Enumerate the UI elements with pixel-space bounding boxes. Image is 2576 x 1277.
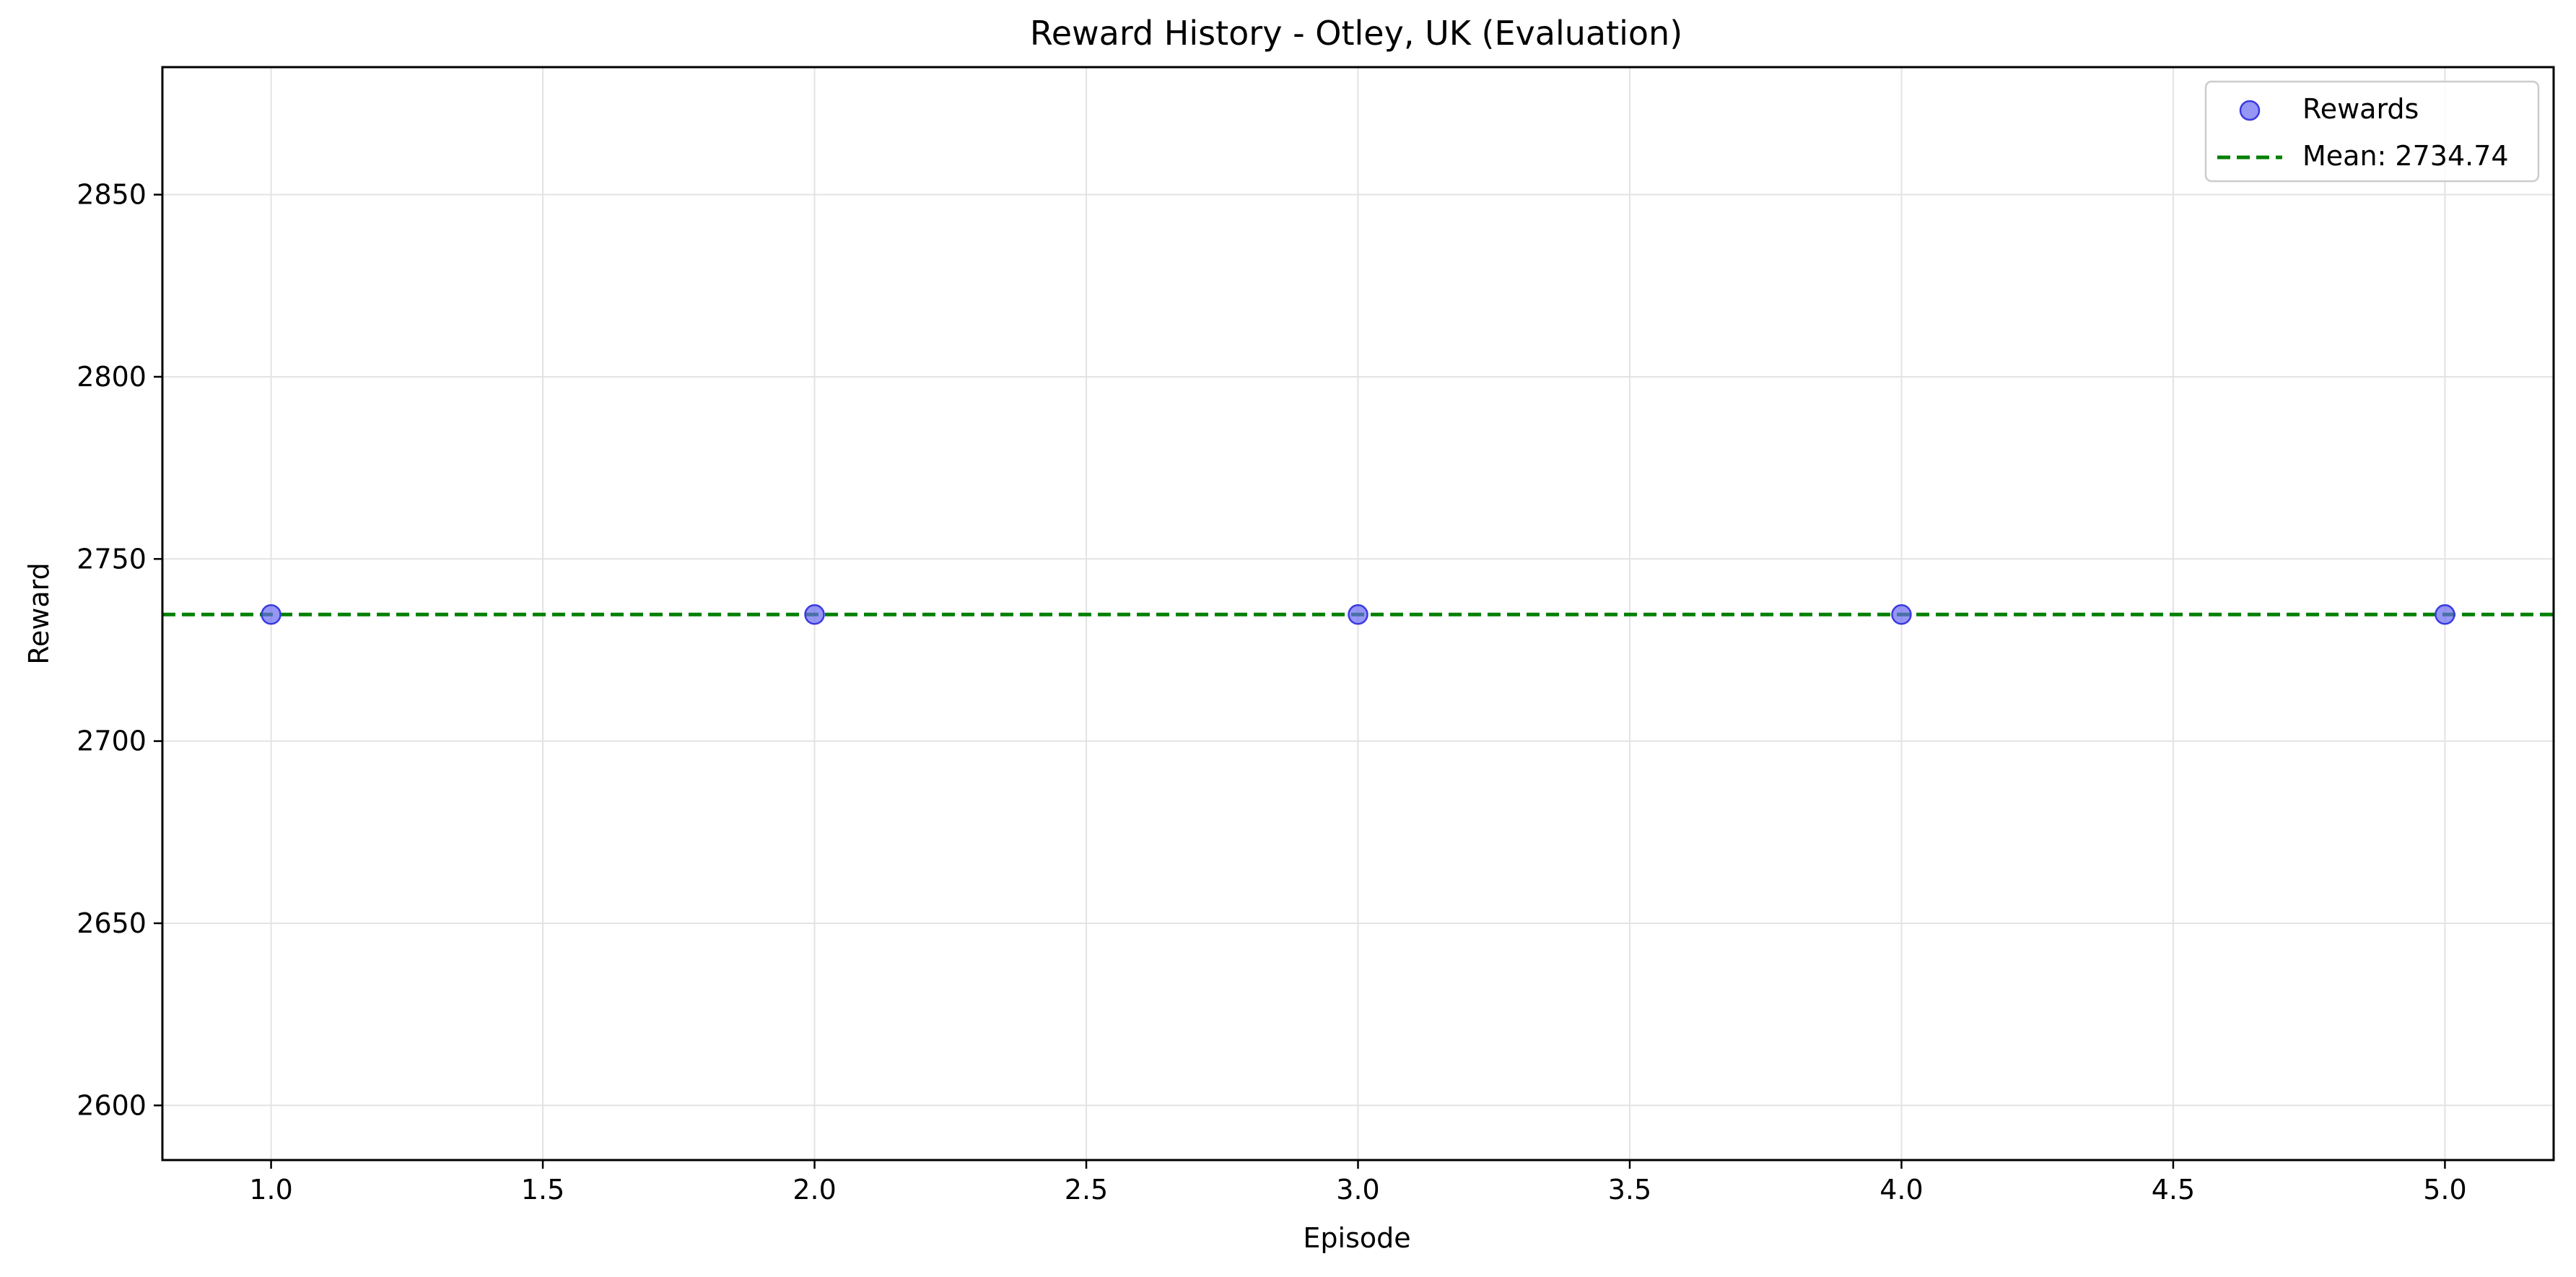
data-point: [804, 604, 825, 625]
y-tick-label: 2850: [77, 179, 147, 211]
x-axis: 1.0 1.5 2.0 2.5 3.0 3.5 4.0 4.5 5.0: [249, 1160, 2467, 1206]
x-tick-label: 2.0: [793, 1174, 836, 1206]
x-tick-label: 3.0: [1336, 1174, 1379, 1206]
y-tick-label: 2700: [77, 725, 147, 757]
legend-marker-rewards: [2239, 100, 2261, 121]
legend-box: [2204, 80, 2540, 183]
x-tick-label: 2.5: [1065, 1174, 1108, 1206]
x-axis-label: Episode: [1303, 1222, 1410, 1254]
y-axis-label: Reward: [23, 562, 55, 665]
scatter-points: [261, 604, 2455, 625]
y-axis: 2600 2650 2700 2750 2800 2850: [77, 179, 162, 1121]
y-tick-label: 2650: [77, 907, 147, 939]
legend-label-rewards: Rewards: [2302, 93, 2419, 125]
x-tick-label: 4.5: [2152, 1174, 2195, 1206]
x-tick-label: 1.5: [521, 1174, 564, 1206]
x-tick-label: 3.5: [1608, 1174, 1651, 1206]
legend: Rewards Mean: 2734.74: [2204, 80, 2540, 183]
y-tick-label: 2750: [77, 543, 147, 575]
chart-title: Reward History - Otley, UK (Evaluation): [1030, 14, 1682, 53]
legend-label-mean: Mean: 2734.74: [2302, 140, 2509, 172]
x-tick-label: 4.0: [1879, 1174, 1923, 1206]
data-point: [1891, 604, 1912, 625]
data-point: [261, 604, 281, 625]
y-tick-label: 2800: [77, 361, 147, 393]
y-tick-label: 2600: [77, 1089, 147, 1121]
x-tick-label: 1.0: [249, 1174, 292, 1206]
data-point: [2435, 604, 2455, 625]
data-point: [1348, 604, 1368, 625]
x-tick-label: 5.0: [2423, 1174, 2466, 1206]
